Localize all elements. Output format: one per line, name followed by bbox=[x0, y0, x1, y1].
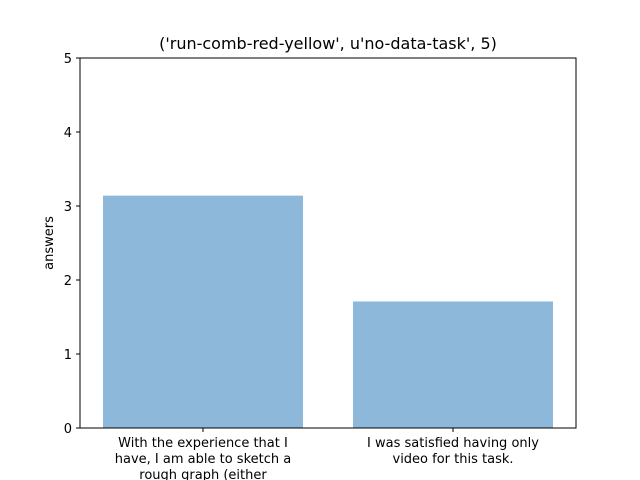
y-tick-label: 3 bbox=[64, 200, 72, 215]
y-tick-label: 0 bbox=[64, 422, 72, 437]
plot-frame bbox=[79, 57, 577, 429]
x-tick-label: rough graph (either bbox=[139, 468, 267, 480]
y-tick-label: 2 bbox=[64, 274, 72, 289]
x-tick-label: With the experience that I bbox=[118, 436, 288, 451]
y-axis: 0 1 2 3 4 5 bbox=[64, 52, 80, 437]
y-tick-label: 5 bbox=[64, 52, 72, 67]
x-tick-label: have, I am able to sketch a bbox=[115, 452, 291, 467]
x-tick-label: I was satisfied having only bbox=[367, 436, 539, 451]
bar-1 bbox=[353, 301, 553, 428]
y-axis-label: answers bbox=[42, 216, 57, 270]
bar-0 bbox=[103, 195, 303, 428]
bars-layer bbox=[103, 195, 553, 428]
x-tick-label: video for this task. bbox=[393, 452, 514, 467]
y-tick-label: 4 bbox=[64, 126, 72, 141]
y-tick-label: 1 bbox=[64, 348, 72, 363]
chart-title: ('run-comb-red-yellow', u'no-data-task',… bbox=[159, 34, 497, 53]
